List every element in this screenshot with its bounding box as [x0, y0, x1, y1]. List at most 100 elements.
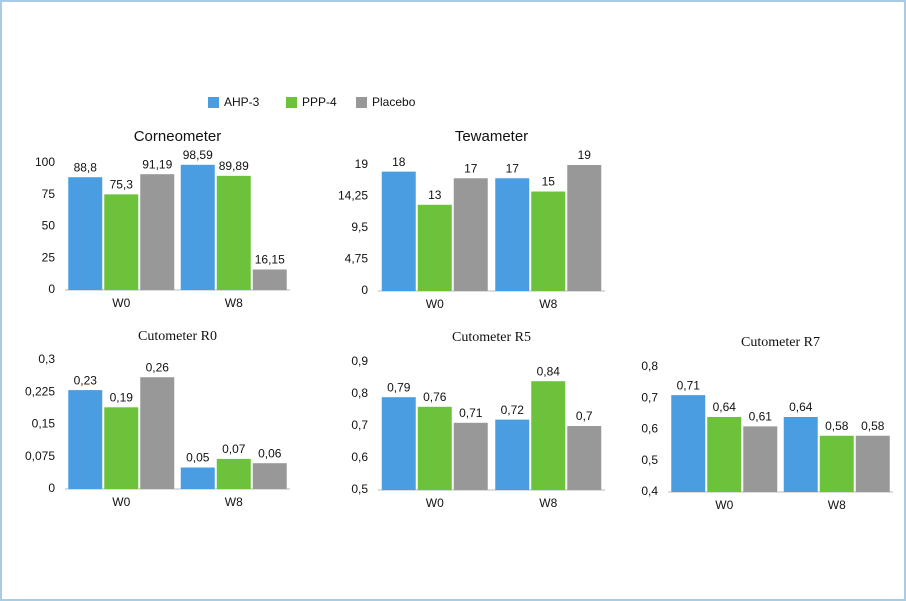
chart-title: Tewameter — [455, 128, 528, 145]
chart-title: Cutometer R0 — [138, 329, 217, 344]
value-label: 0,05 — [186, 451, 210, 465]
y-tick-label: 0,3 — [38, 352, 55, 366]
y-tick-label: 0,9 — [351, 354, 368, 368]
bar — [531, 381, 566, 490]
y-tick-label: 0,7 — [351, 418, 368, 432]
y-tick-label: 0,8 — [641, 359, 658, 373]
value-label: 19 — [578, 148, 592, 162]
bar — [453, 178, 488, 291]
value-label: 0,64 — [713, 400, 737, 414]
value-label: 0,61 — [749, 410, 773, 424]
bar — [855, 435, 890, 492]
bar — [381, 397, 416, 490]
y-tick-label: 0,5 — [351, 482, 368, 496]
y-tick-label: 4,75 — [345, 252, 369, 266]
bar — [783, 417, 818, 492]
x-tick-label: W0 — [112, 495, 130, 509]
legend-swatch — [356, 97, 367, 108]
bar — [216, 175, 251, 290]
x-tick-label: W8 — [539, 496, 557, 510]
bar — [252, 463, 287, 489]
chart-title: Cutometer R7 — [741, 335, 820, 350]
value-label: 88,8 — [74, 160, 98, 174]
chart-title: Corneometer — [134, 128, 222, 145]
chart-title: Cutometer R5 — [452, 330, 531, 345]
y-tick-label: 0,4 — [641, 484, 658, 498]
value-label: 91,19 — [142, 157, 172, 171]
bar — [819, 435, 854, 492]
y-tick-label: 0,15 — [32, 417, 56, 431]
bar — [743, 426, 778, 492]
value-label: 18 — [392, 155, 406, 169]
y-tick-label: 75 — [42, 187, 56, 201]
bar — [495, 178, 530, 291]
bar — [417, 406, 452, 490]
legend-swatch — [208, 97, 219, 108]
x-tick-label: W8 — [225, 495, 243, 509]
value-label: 0,72 — [501, 403, 525, 417]
y-tick-label: 0 — [48, 282, 55, 296]
y-tick-label: 0,6 — [351, 450, 368, 464]
x-tick-label: W8 — [828, 498, 846, 512]
x-tick-label: W8 — [539, 297, 557, 311]
bar — [68, 390, 103, 489]
value-label: 0,71 — [459, 406, 483, 420]
y-tick-label: 100 — [35, 155, 55, 169]
bar — [252, 269, 287, 290]
bar — [567, 426, 602, 490]
bar — [104, 407, 139, 489]
bar — [216, 458, 251, 489]
y-tick-label: 0,7 — [641, 390, 658, 404]
value-label: 17 — [464, 161, 478, 175]
value-label: 98,59 — [183, 148, 213, 162]
bar — [180, 467, 215, 489]
y-tick-label: 0 — [48, 481, 55, 495]
y-tick-label: 0,6 — [641, 422, 658, 436]
bar — [104, 194, 139, 290]
value-label: 0,58 — [861, 419, 885, 433]
x-tick-label: W0 — [112, 296, 130, 310]
bar — [180, 164, 215, 290]
value-label: 0,19 — [110, 390, 134, 404]
value-label: 0,71 — [677, 378, 701, 392]
value-label: 17 — [506, 161, 520, 175]
y-tick-label: 25 — [42, 250, 56, 264]
y-tick-label: 50 — [42, 219, 56, 233]
bar — [68, 177, 103, 290]
value-label: 89,89 — [219, 159, 249, 173]
bar — [531, 191, 566, 291]
bar — [140, 174, 175, 290]
x-tick-label: W0 — [426, 297, 444, 311]
bar — [707, 417, 742, 492]
y-tick-label: 0,8 — [351, 386, 368, 400]
x-tick-label: W8 — [225, 296, 243, 310]
legend-label: PPP-4 — [302, 95, 337, 109]
value-label: 13 — [428, 188, 442, 202]
y-tick-label: 0,075 — [25, 449, 55, 463]
value-label: 0,58 — [825, 419, 849, 433]
bar — [417, 204, 452, 291]
legend-label: AHP-3 — [224, 95, 260, 109]
value-label: 0,76 — [423, 390, 447, 404]
bar — [495, 419, 530, 490]
y-tick-label: 0,5 — [641, 453, 658, 467]
x-tick-label: W0 — [715, 498, 733, 512]
y-tick-label: 14,25 — [338, 189, 368, 203]
value-label: 16,15 — [255, 253, 285, 267]
legend-label: Placebo — [372, 95, 416, 109]
value-label: 0,07 — [222, 442, 246, 456]
value-label: 0,84 — [537, 364, 561, 378]
y-tick-label: 0 — [361, 283, 368, 297]
value-label: 0,06 — [258, 446, 282, 460]
value-label: 0,64 — [789, 400, 813, 414]
value-label: 0,79 — [387, 380, 411, 394]
y-tick-label: 0,225 — [25, 384, 55, 398]
value-label: 0,7 — [576, 409, 593, 423]
bar — [567, 165, 602, 291]
bar — [671, 395, 706, 492]
value-label: 0,26 — [146, 360, 170, 374]
bar — [140, 377, 175, 489]
value-label: 0,23 — [74, 373, 98, 387]
